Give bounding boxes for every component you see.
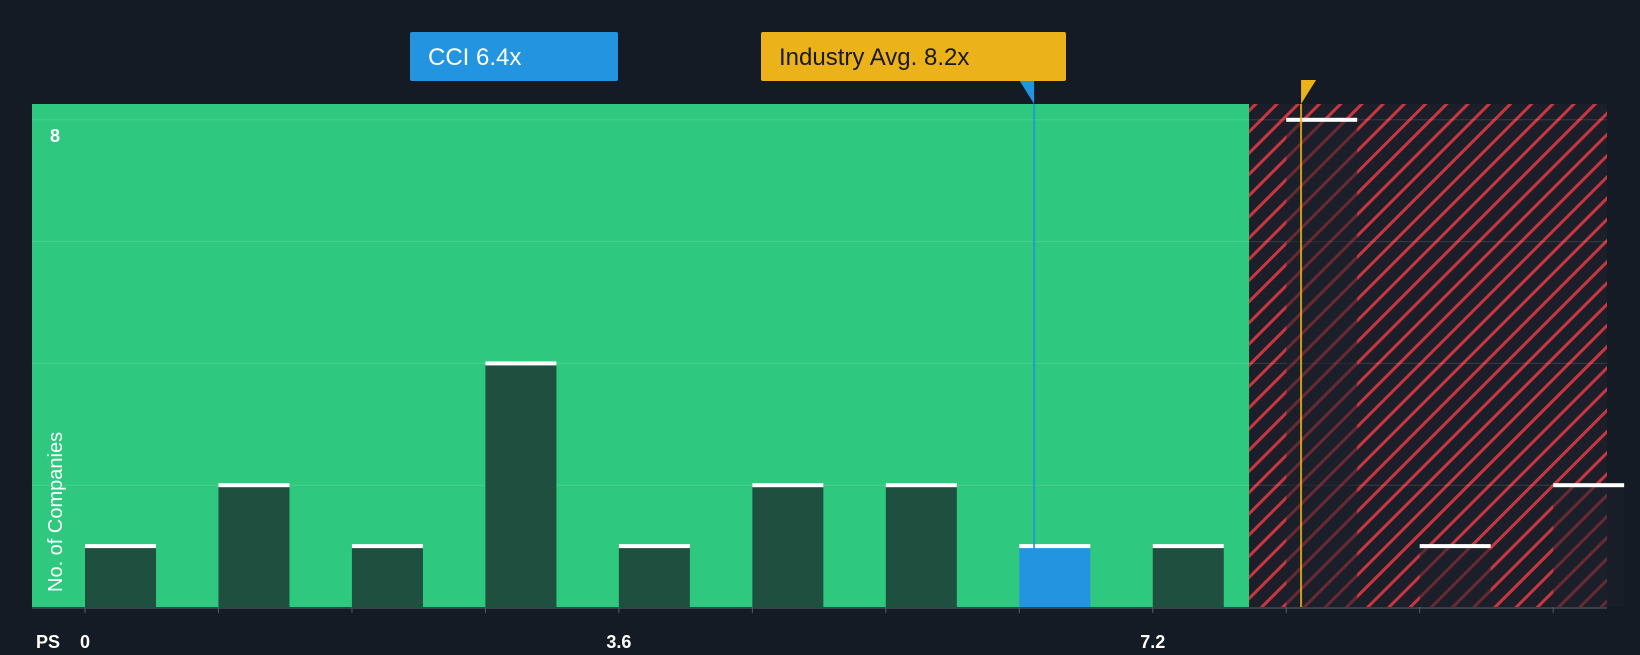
bar — [1419, 546, 1491, 607]
y-tick-label: 8 — [50, 126, 60, 146]
bar-cap — [752, 483, 824, 488]
company-label: CCI 6.4x — [410, 32, 1035, 104]
bar-cap — [1286, 117, 1358, 122]
x-tick-label: 3.6 — [606, 632, 631, 650]
bar-cap — [218, 483, 290, 488]
bar-cap — [351, 544, 423, 549]
bar-cap — [1019, 544, 1091, 549]
bar-cap — [1553, 483, 1625, 488]
bar-cap — [485, 361, 557, 366]
bar — [752, 485, 824, 607]
bar — [85, 546, 156, 607]
industry-label-pointer — [1301, 80, 1317, 104]
bar-cap — [1419, 544, 1491, 549]
bar-cap — [1152, 544, 1224, 549]
bar — [218, 485, 290, 607]
y-axis: 8 No. of Companies — [45, 126, 67, 592]
bar — [1553, 485, 1625, 607]
industry-label-text: Industry Avg. 8.2x — [779, 44, 969, 71]
bars — [85, 117, 1625, 608]
bar — [1152, 546, 1224, 607]
company-label-pointer — [1019, 80, 1035, 104]
bar — [885, 485, 957, 607]
x-tick-label: 7.2 — [1140, 632, 1165, 650]
bar — [618, 546, 690, 607]
industry-label: Industry Avg. 8.2x — [761, 32, 1317, 104]
fair-value-zone — [32, 104, 1250, 607]
bar — [351, 546, 423, 607]
highlight-bar — [1019, 546, 1091, 607]
company-label-text: CCI 6.4x — [428, 44, 521, 71]
bar-cap — [885, 483, 957, 488]
company-label-box — [410, 32, 618, 81]
bar — [1286, 119, 1358, 608]
marker-labels: CCI 6.4x Industry Avg. 8.2x — [410, 32, 1317, 104]
x-tick-label: 0 — [80, 632, 90, 650]
bar-cap — [85, 544, 156, 549]
bar-cap — [618, 544, 690, 549]
marker-lines — [1033, 104, 1303, 607]
x-axis-title: PS — [36, 632, 60, 650]
y-axis-title: No. of Companies — [45, 432, 67, 592]
bar — [485, 363, 557, 607]
industry-label-box — [761, 32, 1066, 81]
